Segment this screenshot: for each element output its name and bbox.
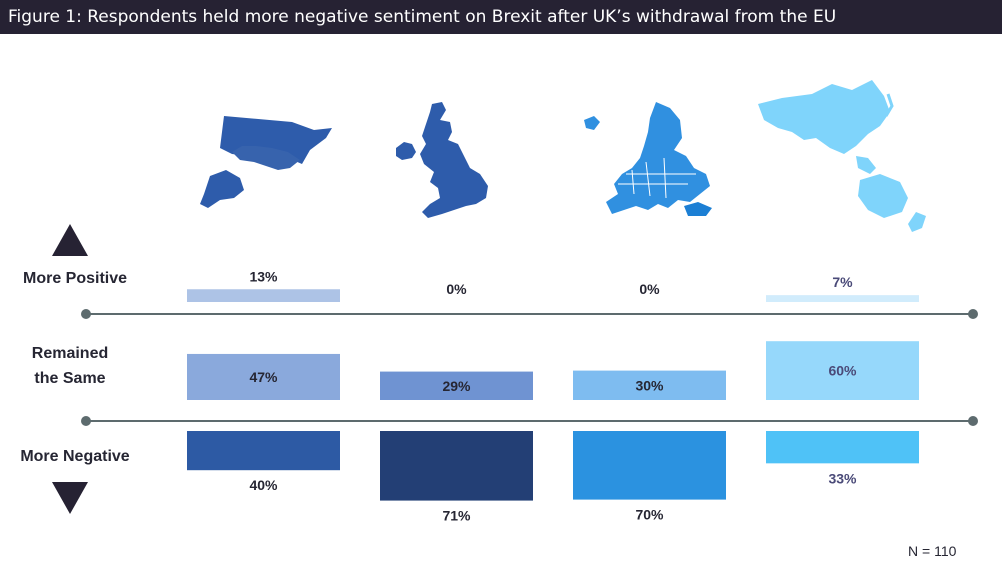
bar-same-1	[187, 353, 340, 400]
value-label-same-2: 29%	[442, 378, 471, 394]
bar-negative-2	[380, 431, 533, 501]
row-label-more-positive: More Positive	[22, 270, 128, 287]
row-label-remained-same-line1: Remained	[31, 345, 109, 362]
bar-same-2	[380, 371, 533, 400]
up-triangle-icon	[52, 224, 88, 256]
divider-endpoint-right	[968, 309, 978, 319]
value-label-same-4: 60%	[828, 363, 857, 379]
bar-negative-4	[766, 431, 919, 464]
bar-negative-3	[573, 431, 726, 500]
divider-line-top	[86, 313, 973, 315]
asia-pacific-map-icon	[758, 80, 926, 232]
value-label-positive-4: 7%	[832, 274, 853, 290]
value-label-negative-1: 40%	[249, 477, 278, 493]
value-label-positive-1: 13%	[249, 268, 278, 284]
value-label-same-1: 47%	[249, 369, 278, 385]
row-label-more-negative: More Negative	[20, 448, 130, 465]
divider-endpoint-left	[81, 309, 91, 319]
uk-map-icon	[396, 102, 488, 218]
bar-same-3	[573, 370, 726, 400]
value-label-positive-3: 0%	[639, 281, 660, 297]
bar-positive-1	[187, 289, 340, 302]
down-triangle-icon	[52, 482, 88, 514]
bar-negative-1	[187, 431, 340, 471]
value-label-negative-3: 70%	[635, 507, 664, 523]
europe-map-icon	[584, 102, 712, 216]
value-label-negative-4: 33%	[828, 470, 857, 486]
divider-endpoint-left	[81, 416, 91, 426]
value-label-positive-2: 0%	[446, 281, 467, 297]
divider-endpoint-right	[968, 416, 978, 426]
sample-size-note: N = 110	[908, 543, 957, 559]
value-label-negative-2: 71%	[442, 508, 471, 524]
usa-map-icon	[200, 116, 332, 208]
bar-same-4	[766, 341, 919, 400]
value-label-same-3: 30%	[635, 377, 664, 393]
row-label-remained-same-line2: the Same	[34, 370, 106, 387]
bar-positive-4	[766, 295, 919, 302]
figure-title: Figure 1: Respondents held more negative…	[0, 0, 1002, 34]
divider-line-bottom	[86, 420, 973, 422]
